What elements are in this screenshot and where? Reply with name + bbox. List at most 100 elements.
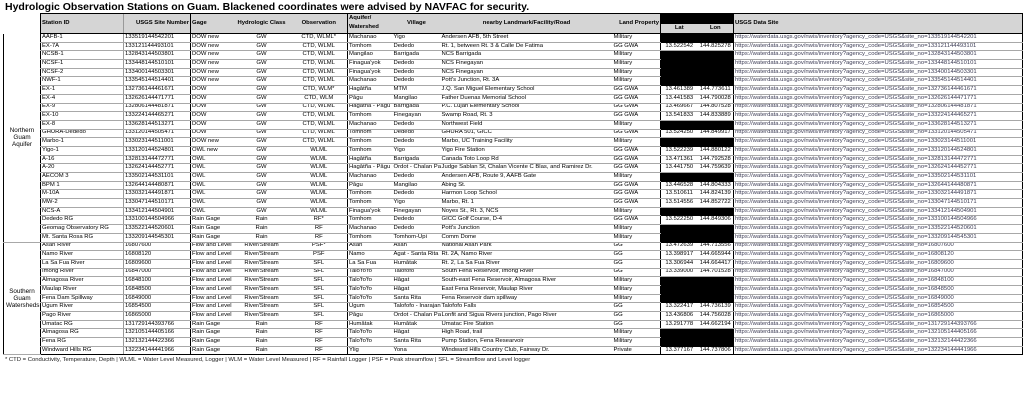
- usgs-data-link[interactable]: https://waterdata.usgs.gov/nwis/inventor…: [733, 337, 1023, 347]
- hydrologic-class-cell: GW: [232, 85, 291, 95]
- usgs-data-link[interactable]: https://waterdata.usgs.gov/nwis/inventor…: [733, 285, 1023, 295]
- site-number-cell: 132813144472771: [123, 155, 191, 165]
- station-row: GHURA-Dededo 133120144505471 DOW GW CTD, WLM…: [4, 129, 1023, 139]
- gage-cell: DOW new: [190, 76, 233, 87]
- station-id-cell: GHURA-Dededo: [40, 129, 124, 139]
- gage-cell: Rain Gage: [190, 319, 233, 330]
- landmark-cell: South-east Fena Reservoir, Almagosa Rive…: [440, 276, 613, 286]
- usgs-data-link[interactable]: https://waterdata.usgs.gov/nwis/inventor…: [733, 215, 1023, 226]
- usgs-data-link[interactable]: https://waterdata.usgs.gov/nwis/inventor…: [733, 50, 1023, 61]
- gage-cell: Flow and Level: [190, 268, 233, 278]
- usgs-data-link[interactable]: https://waterdata.usgs.gov/nwis/inventor…: [733, 59, 1023, 69]
- usgs-data-link[interactable]: https://waterdata.usgs.gov/nwis/inventor…: [733, 311, 1023, 321]
- site-number-cell: 133519144542201: [123, 33, 191, 43]
- usgs-data-link[interactable]: https://waterdata.usgs.gov/nwis/inventor…: [733, 268, 1023, 278]
- usgs-data-link[interactable]: https://waterdata.usgs.gov/nwis/inventor…: [733, 137, 1023, 147]
- station-row: La Sa Fua River 16809600 Flow and Level Riv…: [4, 259, 1023, 269]
- land-property-cell: Military: [612, 68, 661, 78]
- lon-cell: 144.833889: [697, 111, 734, 121]
- col-header-landmark: nearby Landmark/Facility/Road: [440, 13, 613, 34]
- station-row: MW-2 133047144510171 OWL GW WLML Tomhom Yigo Ma…: [4, 198, 1023, 208]
- usgs-data-link[interactable]: https://waterdata.usgs.gov/nwis/inventor…: [733, 103, 1023, 113]
- gage-cell: DOW new: [190, 68, 233, 78]
- usgs-data-link[interactable]: https://waterdata.usgs.gov/nwis/inventor…: [733, 198, 1023, 208]
- usgs-data-link[interactable]: https://waterdata.usgs.gov/nwis/inventor…: [733, 241, 1023, 252]
- gage-cell: OWL new: [190, 145, 233, 156]
- site-number-cell: 133120144505471: [123, 129, 191, 139]
- site-number-cell: 133224144465271: [123, 111, 191, 121]
- usgs-data-link[interactable]: https://waterdata.usgs.gov/nwis/inventor…: [733, 319, 1023, 330]
- hydrologic-class-cell: Rain: [232, 328, 291, 339]
- col-header-site-number: USGS Site Number: [123, 13, 191, 34]
- usgs-data-link[interactable]: https://waterdata.usgs.gov/nwis/inventor…: [733, 276, 1023, 286]
- village-cell: Dededo: [392, 76, 441, 87]
- usgs-data-link[interactable]: https://waterdata.usgs.gov/nwis/inventor…: [733, 294, 1023, 304]
- gage-cell: DOW: [190, 111, 233, 121]
- usgs-data-link[interactable]: https://waterdata.usgs.gov/nwis/inventor…: [733, 120, 1023, 130]
- usgs-data-link[interactable]: https://waterdata.usgs.gov/nwis/inventor…: [733, 163, 1023, 173]
- observation-cell: RF: [290, 233, 348, 243]
- station-row: Umatac RG 131729144393766 Rain Gage Rain RF H…: [4, 319, 1023, 330]
- land-property-cell: Military: [612, 76, 661, 87]
- usgs-data-link[interactable]: https://waterdata.usgs.gov/nwis/inventor…: [733, 42, 1023, 52]
- village-cell: Yona: [392, 346, 441, 356]
- usgs-data-link[interactable]: https://waterdata.usgs.gov/nwis/inventor…: [733, 233, 1023, 243]
- station-row: Maulap River 16848500 Flow and Level River/…: [4, 285, 1023, 295]
- usgs-data-link[interactable]: https://waterdata.usgs.gov/nwis/inventor…: [733, 111, 1023, 121]
- gage-cell: Flow and Level: [190, 276, 233, 286]
- usgs-data-link[interactable]: https://waterdata.usgs.gov/nwis/inventor…: [733, 94, 1023, 104]
- usgs-data-link[interactable]: https://waterdata.usgs.gov/nwis/inventor…: [733, 181, 1023, 191]
- usgs-data-link[interactable]: https://waterdata.usgs.gov/nwis/inventor…: [733, 145, 1023, 156]
- watershed-cell: Tomhom: [347, 129, 393, 139]
- watershed-cell: Tomhom: [347, 111, 393, 121]
- watershed-cell: Machanao: [347, 33, 393, 43]
- lon-cell: 144.824139: [697, 189, 734, 200]
- usgs-data-link[interactable]: https://waterdata.usgs.gov/nwis/inventor…: [733, 346, 1023, 356]
- landmark-cell: Rt. 2, La Sa Fua River: [440, 259, 613, 269]
- hydrologic-class-cell: GW: [232, 207, 291, 217]
- gage-cell: DOW: [190, 103, 233, 113]
- usgs-data-link[interactable]: https://waterdata.usgs.gov/nwis/inventor…: [733, 33, 1023, 43]
- hydrologic-class-cell: GW: [232, 172, 291, 182]
- usgs-data-link[interactable]: https://waterdata.usgs.gov/nwis/inventor…: [733, 328, 1023, 339]
- observation-cell: CTD, WLML*: [290, 33, 348, 43]
- village-cell: Yigo: [392, 33, 441, 43]
- observation-cell: CTD, WLML: [290, 42, 348, 52]
- station-id-cell: A-16: [40, 155, 124, 165]
- watershed-cell: Tomhom: [347, 233, 393, 243]
- hydrologic-class-cell: GW: [232, 76, 291, 87]
- usgs-data-link[interactable]: https://waterdata.usgs.gov/nwis/inventor…: [733, 259, 1023, 269]
- station-row: EX-8 133628144513271 DOW GW CTD, WLML Machana…: [4, 120, 1023, 130]
- watershed-cell: Hagåtña - Pågu: [347, 103, 393, 113]
- usgs-data-link[interactable]: https://waterdata.usgs.gov/nwis/inventor…: [733, 85, 1023, 95]
- hydrologic-class-cell: River/Stream: [232, 268, 291, 278]
- redacted-coordinates: [660, 137, 734, 147]
- hydrologic-class-cell: Rain: [232, 319, 291, 330]
- station-id-cell: BPM 1: [40, 181, 124, 191]
- landmark-cell: Yigo Fire Station: [440, 145, 613, 156]
- usgs-data-link[interactable]: https://waterdata.usgs.gov/nwis/inventor…: [733, 224, 1023, 234]
- usgs-data-link[interactable]: https://waterdata.usgs.gov/nwis/inventor…: [733, 155, 1023, 165]
- site-number-cell: 16808120: [123, 250, 191, 260]
- usgs-data-link[interactable]: https://waterdata.usgs.gov/nwis/inventor…: [733, 172, 1023, 182]
- station-row: EX-4 132626144471771 DOW GW CTD, WLM Pågu Mang…: [4, 94, 1023, 104]
- station-row: Dededo RG 133100144504966 Rain Gage Rain RF*…: [4, 215, 1023, 226]
- usgs-data-link[interactable]: https://waterdata.usgs.gov/nwis/inventor…: [733, 129, 1023, 139]
- watershed-cell: Talo'fo'fo: [347, 294, 393, 304]
- landmark-cell: Rt. 1, between Rt. 3 & Calle De Fatima: [440, 42, 613, 52]
- usgs-data-link[interactable]: https://waterdata.usgs.gov/nwis/inventor…: [733, 207, 1023, 217]
- land-property-cell: GG GWA: [612, 145, 661, 156]
- station-id-cell: Maulap River: [40, 285, 124, 295]
- usgs-data-link[interactable]: https://waterdata.usgs.gov/nwis/inventor…: [733, 302, 1023, 312]
- usgs-data-link[interactable]: https://waterdata.usgs.gov/nwis/inventor…: [733, 250, 1023, 260]
- lat-cell: 13.436806: [660, 311, 698, 321]
- landmark-cell: Pump Station, Fena Researvoir: [440, 337, 613, 347]
- landmark-cell: J.Q. San Miguel Elementary School: [440, 85, 613, 95]
- observation-cell: SFL: [290, 285, 348, 295]
- usgs-data-link[interactable]: https://waterdata.usgs.gov/nwis/inventor…: [733, 189, 1023, 200]
- station-row: NCS-A 133412144504901 OWL GW WLML Finagua'yok…: [4, 207, 1023, 217]
- landmark-cell: Umatac Fire Station: [440, 319, 613, 330]
- usgs-data-link[interactable]: https://waterdata.usgs.gov/nwis/inventor…: [733, 68, 1023, 78]
- hydrologic-class-cell: River/Stream: [232, 276, 291, 286]
- usgs-data-link[interactable]: https://waterdata.usgs.gov/nwis/inventor…: [733, 76, 1023, 87]
